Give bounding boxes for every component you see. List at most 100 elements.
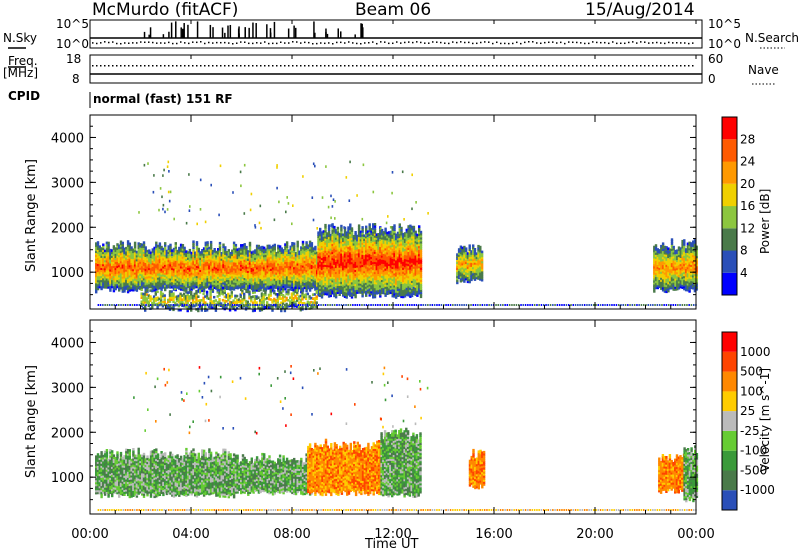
power-cell xyxy=(361,226,364,229)
nave-point xyxy=(656,65,658,67)
power-cell xyxy=(148,275,151,279)
power-cell xyxy=(144,272,147,276)
power-cell xyxy=(119,284,123,288)
power-cell xyxy=(231,267,234,271)
power-cell xyxy=(206,245,209,248)
power-cell xyxy=(121,290,124,293)
power-cell xyxy=(197,249,200,253)
power-cell xyxy=(171,257,174,260)
power-cell xyxy=(291,252,294,255)
power-cell xyxy=(164,256,167,259)
power-cell xyxy=(165,284,169,287)
power-cell xyxy=(114,287,117,291)
power-cell xyxy=(137,244,140,247)
power-cell xyxy=(179,284,183,287)
power-cell xyxy=(172,259,176,263)
power-cell xyxy=(105,284,109,287)
power-cell xyxy=(197,282,200,285)
power-cell xyxy=(119,256,123,260)
power-cell xyxy=(146,263,149,267)
power-cell xyxy=(264,272,268,276)
power-cell xyxy=(231,265,234,269)
power-cell xyxy=(178,261,181,264)
power-cell xyxy=(103,253,107,257)
power-cell xyxy=(105,265,109,269)
power-cell xyxy=(162,280,165,283)
power-cell xyxy=(199,255,202,258)
power-cell xyxy=(282,255,285,258)
power-cell xyxy=(195,251,199,254)
power-cell xyxy=(160,278,163,281)
power-cell xyxy=(275,272,278,275)
power-cell xyxy=(171,267,174,271)
power-cell xyxy=(195,283,199,287)
power-cell xyxy=(248,278,252,281)
power-cell xyxy=(153,275,156,278)
power-cell xyxy=(149,285,153,289)
power-cell xyxy=(132,280,135,284)
nave-point xyxy=(284,65,286,67)
power-cell xyxy=(259,254,262,257)
power-cell xyxy=(107,255,110,259)
power-cell xyxy=(247,260,250,263)
power-cell xyxy=(261,257,264,261)
nave-point xyxy=(344,65,346,67)
power-cell xyxy=(271,277,275,280)
power-cell xyxy=(268,252,271,256)
power-cell xyxy=(158,264,162,268)
power-cell xyxy=(220,274,223,277)
power-cell xyxy=(197,274,200,277)
power-cell xyxy=(155,241,158,245)
noise-search-point xyxy=(328,42,330,44)
noise-search-point xyxy=(412,41,414,44)
power-cell xyxy=(247,286,250,290)
power-cell xyxy=(211,276,215,279)
power-cell xyxy=(293,250,296,254)
power-cell xyxy=(162,278,165,281)
freq-panel-frame xyxy=(89,54,703,84)
power-cell xyxy=(121,270,124,273)
power-cell xyxy=(259,260,262,263)
nave-point xyxy=(524,65,526,67)
power-cell xyxy=(215,250,218,254)
power-cell xyxy=(229,276,232,279)
power-cell xyxy=(263,272,266,276)
power-cell xyxy=(112,287,116,291)
nave-point xyxy=(324,65,326,67)
power-cell xyxy=(123,253,126,257)
power-cell xyxy=(151,258,154,261)
noise-search-point xyxy=(456,41,458,44)
power-cell xyxy=(130,274,133,278)
power-cell xyxy=(238,253,241,257)
power-cell xyxy=(171,255,174,258)
power-cell xyxy=(220,264,223,267)
power-cell xyxy=(95,260,98,264)
power-cell xyxy=(98,249,101,253)
power-cell xyxy=(243,275,246,278)
nave-point xyxy=(680,65,682,67)
power-cell xyxy=(96,265,100,269)
power-cell xyxy=(130,272,133,276)
power-cell xyxy=(114,283,117,287)
power-cell xyxy=(202,277,206,281)
power-cell xyxy=(103,271,107,275)
power-cell xyxy=(294,254,298,257)
noise-search-point xyxy=(256,42,258,44)
power-cell xyxy=(192,252,195,256)
power-cell xyxy=(103,273,107,277)
power-cell xyxy=(278,275,282,279)
power-cell xyxy=(162,257,165,261)
power-cell xyxy=(199,279,202,283)
power-cell xyxy=(100,253,103,256)
power-cell xyxy=(280,287,283,291)
nave-point xyxy=(476,65,478,67)
noise-search-point xyxy=(492,42,494,45)
power-cell xyxy=(169,251,172,255)
power-cell xyxy=(225,251,229,254)
power-cell xyxy=(241,256,245,259)
power-cell xyxy=(202,283,206,287)
power-cell xyxy=(123,257,126,261)
power-cell xyxy=(126,264,130,268)
power-cell xyxy=(155,286,158,289)
power-cell xyxy=(254,273,257,277)
